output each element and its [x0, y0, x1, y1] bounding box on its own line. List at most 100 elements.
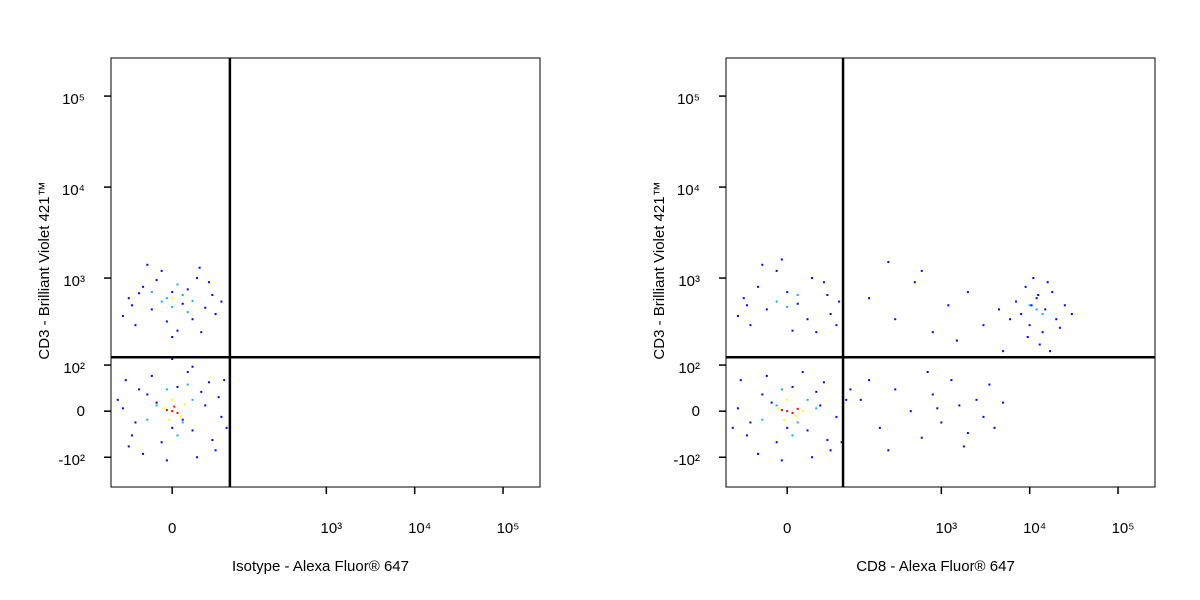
- event-dot: [826, 294, 829, 297]
- event-dot: [822, 381, 825, 384]
- event-dot: [127, 445, 130, 448]
- event-dot: [780, 459, 783, 462]
- x-tick-label: 10³: [935, 520, 957, 537]
- y-axis-label: CD3 - Brilliant Violet 421™: [36, 181, 53, 359]
- event-dot: [958, 404, 961, 407]
- event-dot: [1035, 297, 1038, 300]
- event-dot: [220, 415, 223, 418]
- event-dot: [160, 441, 163, 444]
- event-dot: [186, 311, 189, 314]
- event-dot: [765, 308, 768, 311]
- event-dot: [225, 426, 228, 429]
- event-dot: [894, 318, 897, 321]
- event-dot: [829, 313, 832, 316]
- event-dot: [791, 434, 794, 437]
- event-dot: [815, 390, 818, 393]
- event-dot: [780, 409, 783, 412]
- event-dot: [211, 294, 214, 297]
- event-dot: [171, 357, 174, 360]
- event-dot: [220, 300, 223, 303]
- event-dot: [214, 313, 217, 316]
- event-dot: [181, 421, 184, 424]
- event-dot: [165, 459, 168, 462]
- event-dot: [796, 294, 799, 297]
- event-dot: [211, 439, 214, 442]
- event-dot: [1014, 300, 1017, 303]
- event-dot: [786, 410, 789, 413]
- event-dot: [826, 439, 829, 442]
- event-dot: [1032, 277, 1035, 280]
- event-dot: [819, 404, 822, 407]
- event-dot: [150, 291, 153, 294]
- event-dot: [1051, 291, 1054, 294]
- event-dot: [775, 300, 778, 303]
- event-dot: [1055, 318, 1058, 321]
- event-dot: [868, 379, 871, 382]
- event-dot: [736, 315, 739, 318]
- event-dot: [835, 415, 838, 418]
- event-dot: [859, 398, 862, 401]
- event-dot: [926, 371, 929, 374]
- event-dot: [806, 429, 809, 432]
- event-dot: [745, 304, 748, 307]
- x-tick-label: 0: [168, 520, 176, 537]
- event-dot: [191, 365, 194, 368]
- event-dot: [757, 452, 760, 455]
- event-dot: [786, 398, 789, 401]
- event-dot: [1070, 313, 1073, 316]
- y-axis-label: CD3 - Brilliant Violet 421™: [651, 181, 668, 359]
- event-dot: [745, 434, 748, 437]
- event-dot: [124, 379, 127, 382]
- y-tick-label: 0: [692, 403, 700, 420]
- event-dot: [167, 418, 170, 421]
- event-dot: [913, 281, 916, 284]
- x-tick-label: 10⁵: [1112, 520, 1135, 537]
- y-tick-label: 10²: [63, 360, 85, 377]
- y-tick-label: 10⁴: [677, 182, 700, 199]
- event-dot: [191, 398, 194, 401]
- event-dot: [777, 407, 780, 410]
- event-dot: [155, 404, 158, 407]
- event-dot: [761, 263, 764, 266]
- y-tick-label: 10³: [63, 273, 85, 290]
- event-dot: [1046, 281, 1049, 284]
- event-dot: [183, 403, 186, 406]
- event-dot: [138, 292, 141, 295]
- event-dot: [829, 449, 832, 452]
- event-dot: [217, 396, 220, 399]
- event-dot: [1063, 304, 1066, 307]
- event-dot: [739, 379, 742, 382]
- event-dot: [950, 379, 953, 382]
- event-dot: [165, 320, 168, 323]
- event-dot: [181, 418, 184, 421]
- event-dot: [207, 281, 210, 284]
- event-dot: [868, 297, 871, 300]
- x-axis-label: Isotype - Alexa Fluor® 647: [232, 558, 409, 575]
- event-dot: [196, 456, 199, 459]
- x-axis-label: CD8 - Alexa Fluor® 647: [856, 558, 1015, 575]
- event-dot: [1002, 350, 1005, 353]
- event-dot: [146, 263, 149, 266]
- plot-frame: [725, 57, 1156, 488]
- event-dot: [146, 418, 149, 421]
- event-dot: [160, 269, 163, 272]
- plot-frame: [110, 57, 541, 488]
- event-dot: [1002, 401, 1005, 404]
- event-dot: [146, 393, 149, 396]
- event-dot: [765, 374, 768, 377]
- event-dot: [1038, 343, 1041, 346]
- event-dot: [775, 269, 778, 272]
- event-dot: [1026, 336, 1029, 338]
- event-dot: [815, 331, 818, 334]
- event-dot: [171, 291, 174, 294]
- event-dot: [878, 426, 881, 429]
- event-dot: [121, 407, 124, 410]
- event-dot: [181, 302, 184, 305]
- event-dot: [176, 329, 179, 332]
- x-tick-label: 10³: [320, 520, 342, 537]
- event-dot: [1044, 308, 1047, 311]
- event-dot: [171, 297, 174, 300]
- event-dot: [806, 398, 809, 401]
- event-dot: [214, 449, 217, 452]
- event-dot: [186, 371, 189, 374]
